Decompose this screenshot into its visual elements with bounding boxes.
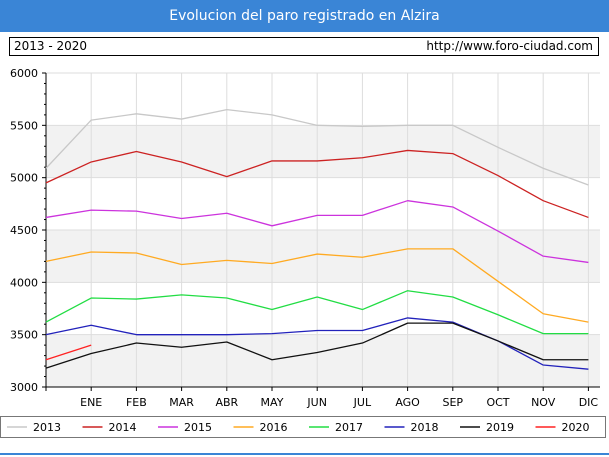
legend-label-2017: 2017: [335, 421, 363, 434]
y-tick-labels: 3000 3500 4000 4500 5000 5500 6000: [10, 67, 38, 394]
plot-band: [46, 125, 600, 178]
series-line-2017: [45, 290, 589, 335]
axes: [42, 72, 600, 391]
series-line-2015: [45, 200, 589, 264]
x-tick-label: OCT: [486, 396, 509, 409]
legend-label-2014: 2014: [109, 421, 137, 434]
series-lines: [45, 108, 589, 370]
series-line-2014: [45, 149, 589, 219]
y-tick-label: 3000: [10, 381, 38, 394]
series-line-2020: [45, 344, 92, 361]
legend-label-2020: 2020: [562, 421, 590, 434]
y-tick-label: 4000: [10, 276, 38, 289]
info-bar: 2013 - 2020 http://www.foro-ciudad.com: [9, 37, 599, 56]
legend-label-2016: 2016: [260, 421, 288, 434]
x-tick-label: AGO: [395, 396, 420, 409]
y-tick-label: 5000: [10, 172, 38, 185]
plot-band: [46, 177, 600, 230]
series-line-2019: [45, 322, 589, 369]
legend-label-2015: 2015: [184, 421, 212, 434]
legend: 2013 2014 2015 2016 2017 2018 2019 2020: [0, 416, 606, 438]
plot-band: [46, 230, 600, 283]
y-tick-label: 6000: [10, 67, 38, 80]
plot-band: [46, 282, 600, 335]
y-tick-label: 3500: [10, 329, 38, 342]
legend-label-2013: 2013: [33, 421, 61, 434]
series-line-2016: [45, 248, 589, 323]
plot-band: [46, 73, 600, 126]
legend-label-2018: 2018: [411, 421, 439, 434]
x-tick-label: MAY: [261, 396, 284, 409]
year-range: 2013 - 2020: [14, 39, 88, 53]
chart-title: Evolucion del paro registrado en Alzira: [169, 8, 440, 24]
legend-label-2019: 2019: [486, 421, 514, 434]
x-tick-label: DIC: [579, 396, 599, 409]
source-url: http://www.foro-ciudad.com: [426, 39, 593, 53]
x-tick-label: FEB: [126, 396, 147, 409]
x-tick-label: SEP: [443, 396, 464, 409]
x-tick-label: ABR: [215, 396, 238, 409]
y-tick-label: 5500: [10, 119, 38, 132]
plot-band: [46, 334, 600, 387]
x-tick-labels: ENE FEB MAR ABR MAY JUN JUL AGO SEP OCT NOV DIC: [80, 396, 598, 409]
chart-title-bar: Evolucion del paro registrado en Alzira: [0, 0, 609, 32]
x-tick-label: JUN: [306, 396, 327, 409]
bottom-accent-line: [0, 453, 609, 455]
x-tick-label: MAR: [169, 396, 194, 409]
x-tick-label: NOV: [531, 396, 556, 409]
y-tick-label: 4500: [10, 224, 38, 237]
x-tick-label: ENE: [80, 396, 102, 409]
x-tick-label: JUL: [353, 396, 372, 409]
series-line-2013: [45, 108, 589, 186]
